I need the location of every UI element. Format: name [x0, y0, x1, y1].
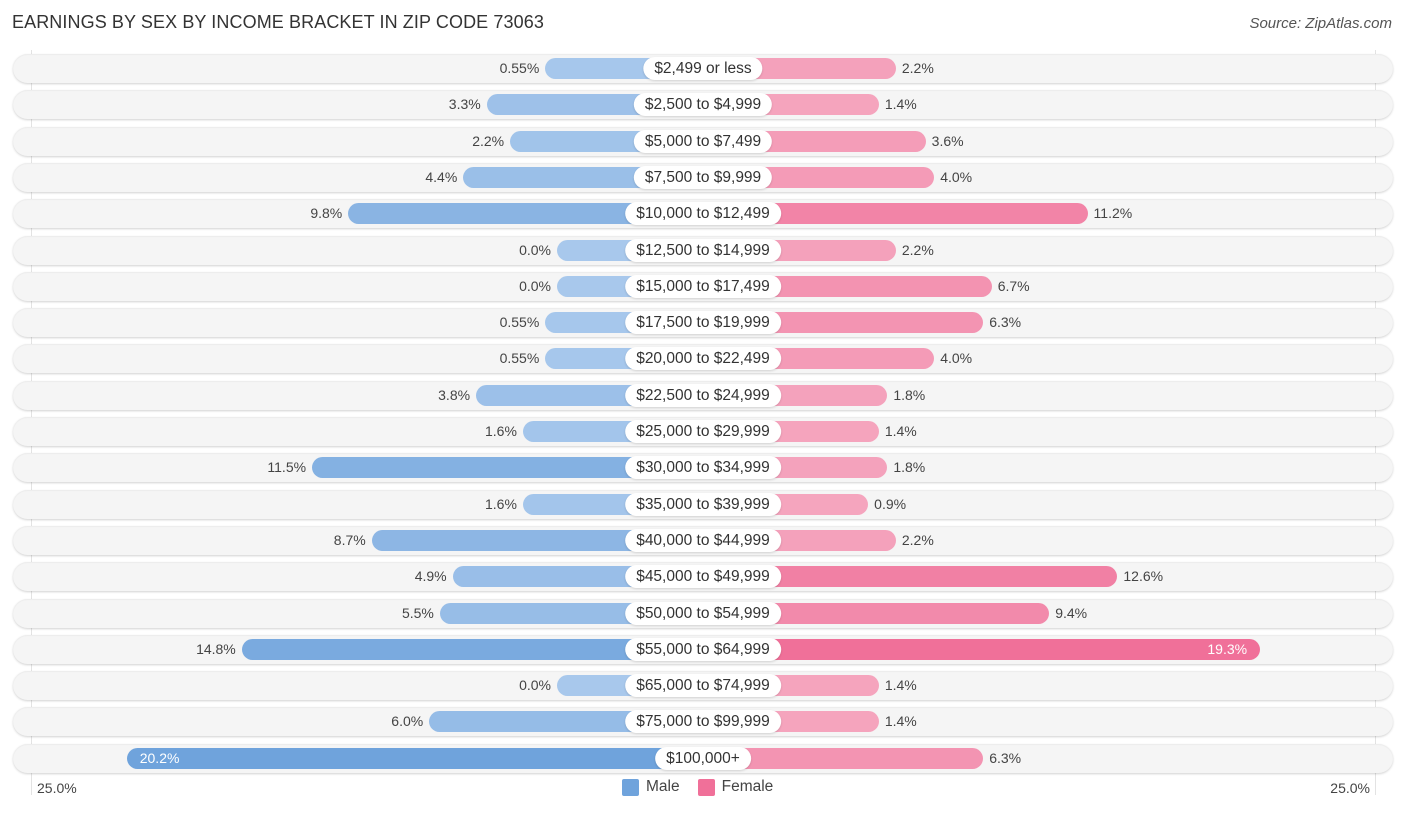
value-label-male: 0.55%: [499, 314, 540, 331]
category-label: $17,500 to $19,999: [625, 311, 781, 335]
value-label-male: 1.6%: [485, 495, 517, 512]
category-label: $100,000+: [655, 746, 751, 770]
value-label-female: 2.2%: [901, 241, 934, 258]
value-label-female: 4.0%: [940, 350, 973, 367]
value-label-male: 0.55%: [499, 60, 540, 76]
value-label-female: 1.4%: [884, 423, 917, 439]
bar-female[interactable]: [703, 638, 1261, 660]
source-label: Source: ZipAtlas.com: [1249, 15, 1392, 32]
legend-swatch-female: [697, 778, 715, 796]
category-label: $5,000 to $7,499: [633, 129, 773, 153]
legend-label-male: Male: [646, 778, 680, 795]
value-label-female: 0.9%: [874, 495, 907, 512]
value-label-male: 9.8%: [310, 205, 343, 222]
category-label: $55,000 to $64,999: [625, 637, 781, 661]
bar-female[interactable]: [703, 747, 984, 769]
value-label-male: 0.0%: [519, 677, 551, 694]
category-label: $75,000 to $99,999: [625, 710, 781, 734]
legend-item-male[interactable]: Male: [622, 778, 680, 796]
value-label-female: 6.3%: [989, 314, 1022, 331]
category-label: $50,000 to $54,999: [625, 601, 781, 625]
value-label-female: 6.3%: [989, 749, 1022, 766]
axis-label-left: 25.0%: [37, 780, 77, 796]
legend-item-female[interactable]: Female: [697, 778, 774, 796]
value-label-male: 2.2%: [472, 132, 505, 149]
category-label: $12,500 to $14,999: [625, 238, 781, 262]
bar-female[interactable]: [703, 602, 1050, 624]
value-label-female: 1.8%: [893, 386, 926, 403]
value-label-female: 2.2%: [901, 531, 934, 548]
category-label: $7,500 to $9,999: [633, 165, 773, 189]
value-label-male: 8.7%: [333, 531, 366, 548]
bar-male[interactable]: [348, 203, 703, 225]
value-label-female: 1.4%: [884, 713, 917, 730]
category-label: $22,500 to $24,999: [625, 383, 781, 407]
category-label: $45,000 to $49,999: [625, 565, 781, 589]
category-label: $35,000 to $39,999: [625, 492, 781, 516]
value-label-female: 6.7%: [997, 277, 1030, 294]
value-label-female: 12.6%: [1123, 568, 1164, 585]
value-label-male: 0.0%: [519, 241, 551, 258]
bar-male[interactable]: [241, 638, 703, 660]
value-label-female: 2.2%: [901, 60, 934, 76]
value-label-male: 11.5%: [267, 459, 307, 476]
axis-label-right: 25.0%: [1330, 780, 1370, 796]
value-label-female: 1.4%: [884, 677, 917, 694]
category-label: $65,000 to $74,999: [625, 674, 781, 698]
value-label-male: 3.8%: [438, 386, 471, 403]
value-label-female: 19.3%: [1207, 640, 1248, 657]
category-label: $2,500 to $4,999: [633, 93, 773, 117]
category-label: $40,000 to $44,999: [625, 528, 781, 552]
category-label: $25,000 to $29,999: [625, 420, 781, 443]
category-label: $15,000 to $17,499: [625, 274, 781, 298]
chart-title: EARNINGS BY SEX BY INCOME BRACKET IN ZIP…: [12, 12, 544, 32]
legend-swatch-male: [622, 778, 639, 796]
value-label-female: 1.8%: [893, 459, 926, 476]
value-label-male: 0.55%: [499, 350, 540, 367]
category-label: $10,000 to $12,499: [625, 202, 781, 226]
value-label-female: 11.2%: [1093, 205, 1133, 222]
value-label-male: 3.3%: [448, 96, 481, 113]
value-label-male: 6.0%: [391, 713, 424, 730]
value-label-male: 0.0%: [519, 277, 551, 294]
value-label-female: 4.0%: [940, 168, 973, 185]
value-label-male: 4.4%: [425, 168, 458, 185]
value-label-male: 20.2%: [139, 749, 180, 766]
category-label: $20,000 to $22,499: [625, 347, 781, 371]
category-label: $2,499 or less: [643, 57, 763, 80]
value-label-male: 1.6%: [485, 423, 517, 439]
value-label-female: 9.4%: [1055, 604, 1088, 621]
value-label-male: 4.9%: [414, 568, 447, 585]
category-label: $30,000 to $34,999: [625, 456, 781, 480]
bar-male[interactable]: [371, 529, 703, 551]
value-label-male: 5.5%: [401, 604, 434, 621]
bar-male[interactable]: [312, 457, 703, 479]
value-label-female: 1.4%: [884, 96, 917, 113]
bar-female[interactable]: [703, 566, 1118, 588]
legend: Male Female: [622, 778, 773, 796]
bar-male[interactable]: [126, 747, 703, 769]
bar-female[interactable]: [703, 203, 1088, 225]
value-label-male: 14.8%: [196, 640, 236, 657]
legend-label-female: Female: [721, 778, 774, 795]
value-label-female: 3.6%: [931, 132, 964, 149]
